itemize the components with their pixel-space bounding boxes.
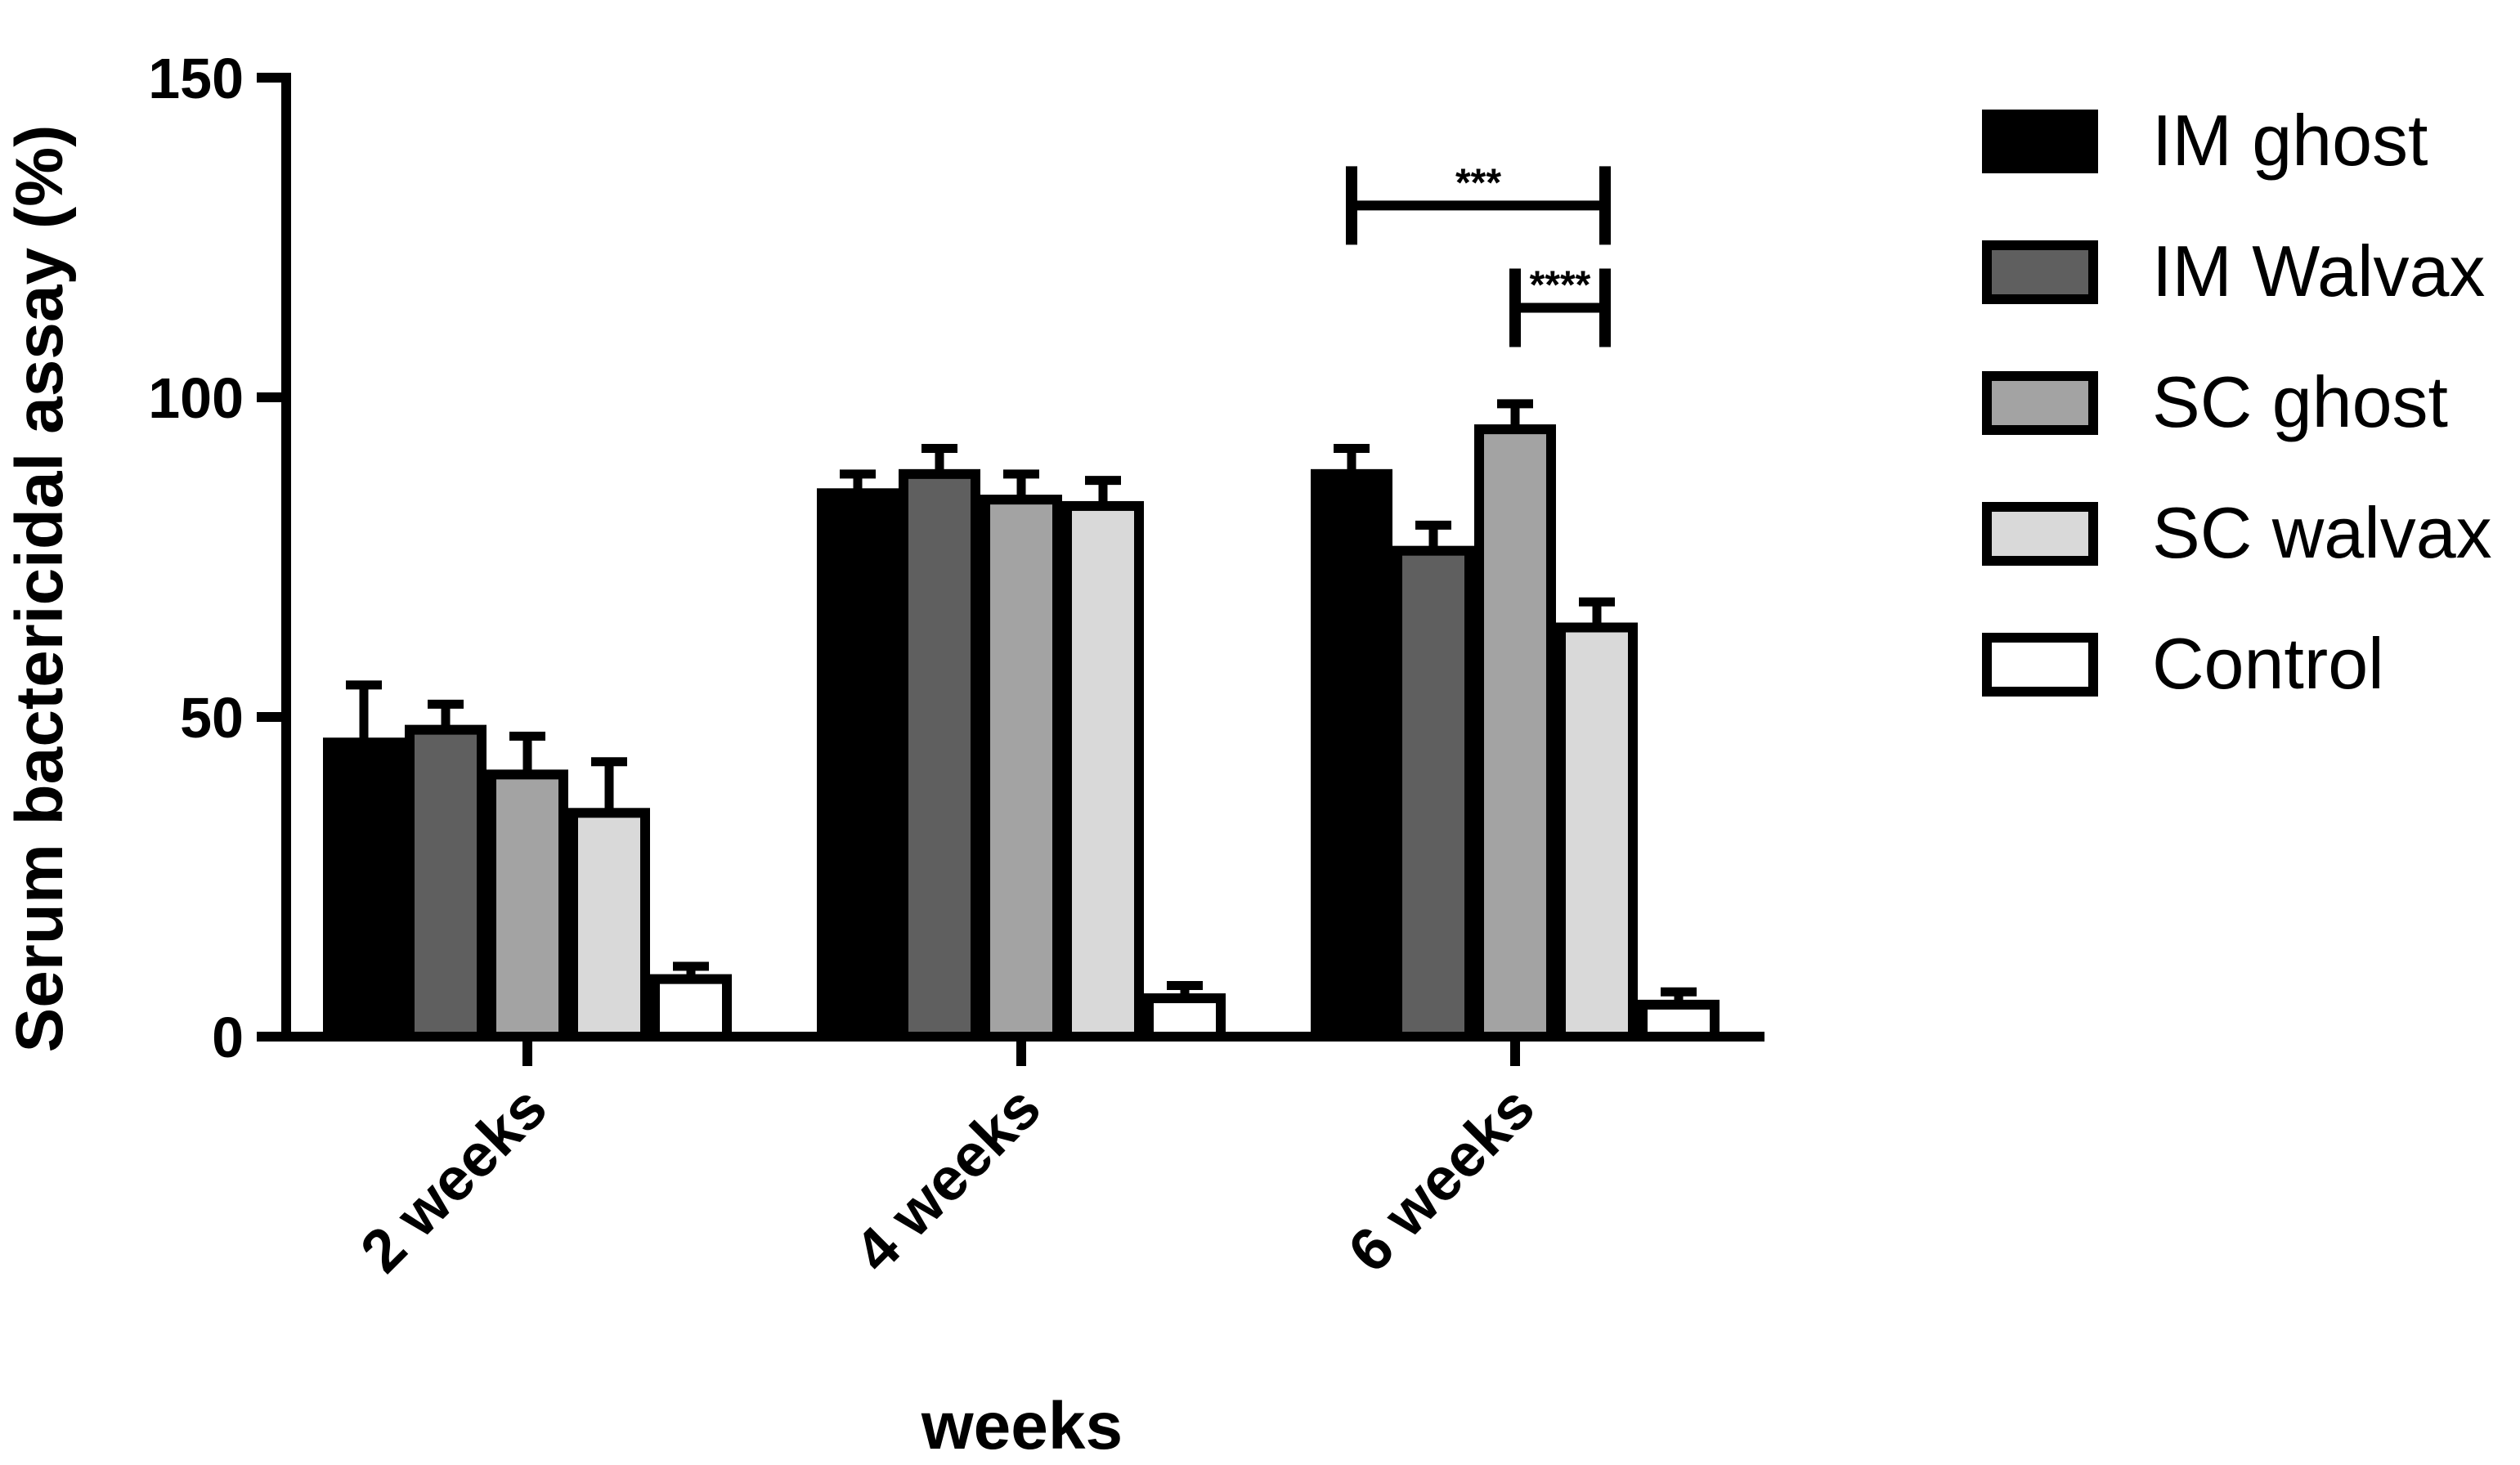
y-axis-title: Serum bactericidal assay (%) [2,125,77,1053]
significance-label: *** [1455,161,1501,204]
bar-sc-walvax [568,808,650,1042]
x-category-label: 6 weeks [1335,1073,1547,1285]
y-tick-label: 0 [212,1006,244,1069]
significance-label: **** [1530,264,1591,307]
bar-im-walvax [1392,545,1474,1042]
bar-control [1144,993,1226,1042]
y-tick-label: 150 [148,47,244,110]
bar-im-ghost [323,737,405,1042]
significance-annotations: ******* [1346,161,1611,347]
plot-area [323,399,1720,1042]
legend-label: IM ghost [2152,100,2428,181]
bar-sc-ghost [980,495,1062,1042]
bar-im-ghost [1311,468,1392,1042]
x-axis-title: weeks [921,1389,1123,1463]
bar-im-walvax [405,724,487,1042]
x-axis: 2 weeks 4 weeks 6 weeks [281,1032,1764,1285]
legend-swatch [1982,371,2098,435]
legend-swatch [1982,240,2098,304]
bar-control [1638,999,1720,1042]
y-axis: 0 50 100 150 [148,47,291,1069]
legend-label: Control [2152,623,2384,704]
bar-sc-walvax [1556,622,1638,1042]
x-category-label: 2 weeks [348,1073,559,1285]
x-category-label: 4 weeks [841,1073,1053,1285]
legend-swatch [1982,502,2098,566]
legend-swatch [1982,110,2098,173]
legend-swatch [1982,633,2098,697]
bar-sc-ghost [1474,424,1556,1042]
legend-label: SC ghost [2152,361,2448,442]
legend-label: IM Walvax [2152,231,2485,311]
y-tick-label: 50 [180,686,244,750]
legend-label: SC walvax [2152,492,2492,573]
legend: IM ghost IM Walvax SC ghost SC walvax Contro… [1982,100,2492,704]
bar-control [650,974,732,1042]
bar-sc-walvax [1062,500,1144,1042]
bar-sc-ghost [487,769,568,1042]
bar-im-ghost [817,488,899,1042]
y-tick-label: 100 [148,366,244,430]
bar-im-walvax [899,468,980,1042]
